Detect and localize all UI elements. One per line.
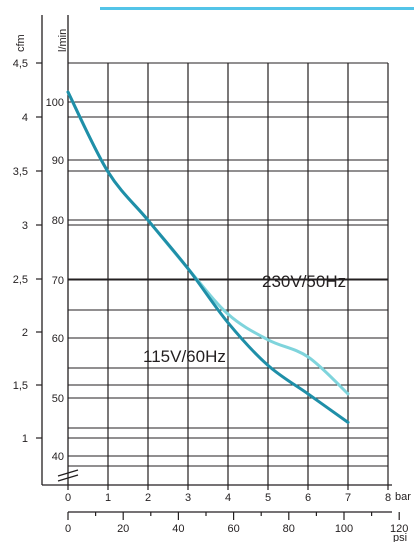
tick-label-psi: 100 (335, 523, 353, 535)
unit-label-psi: psi (393, 532, 407, 542)
axis-break-mark (57, 469, 79, 477)
tick-label-psi: 120 (390, 523, 408, 535)
tick-label-bar: 0 (65, 492, 71, 504)
top-accent-bar (100, 7, 414, 10)
tick-label-cfm: 1 (22, 433, 28, 445)
tick-label-cfm: 4,5 (13, 58, 28, 70)
tick-label-psi: 60 (227, 523, 239, 535)
unit-label-cfm: cfm (15, 34, 27, 52)
tick-label-cfm: 1,5 (13, 380, 28, 392)
tick-label-bar: 4 (225, 492, 231, 504)
series-label-115v: 115V/60Hz (143, 347, 226, 366)
tick-label-cfm: 3 (22, 220, 28, 232)
axes (36, 15, 400, 520)
series-label-230v: 230V/50Hz (262, 272, 346, 291)
tick-label-psi: 40 (172, 523, 184, 535)
tick-label-lmin: 90 (52, 155, 64, 167)
tick-label-psi: 20 (117, 523, 129, 535)
tick-label-lmin: 70 (52, 275, 64, 287)
tick-label-cfm: 4 (22, 112, 28, 124)
tick-label-bar: 5 (265, 492, 271, 504)
unit-label-bar: bar (395, 491, 411, 503)
tick-label-psi: 0 (65, 523, 71, 535)
series-lines (66, 90, 350, 424)
tick-label-bar: 8 (385, 492, 391, 504)
tick-label-bar: 7 (345, 492, 351, 504)
tick-label-cfm: 3,5 (13, 166, 28, 178)
tick-label-lmin: 100 (46, 97, 64, 109)
tick-label-bar: 1 (105, 492, 111, 504)
tick-label-lmin: 60 (52, 333, 64, 345)
tick-label-lmin: 80 (52, 215, 64, 227)
tick-label-psi: 80 (283, 523, 295, 535)
grid (68, 62, 389, 485)
tick-label-bar: 3 (185, 492, 191, 504)
series-line-115v (66, 90, 350, 424)
tick-label-lmin: 40 (52, 451, 64, 463)
tick-label-cfm: 2,5 (13, 274, 28, 286)
tick-label-lmin: 50 (52, 393, 64, 405)
unit-label-lmin: l/min (57, 29, 69, 52)
tick-label-bar: 2 (145, 492, 151, 504)
tick-label-bar: 6 (305, 492, 311, 504)
tick-label-cfm: 2 (22, 327, 28, 339)
axis-break-mark (57, 474, 79, 482)
